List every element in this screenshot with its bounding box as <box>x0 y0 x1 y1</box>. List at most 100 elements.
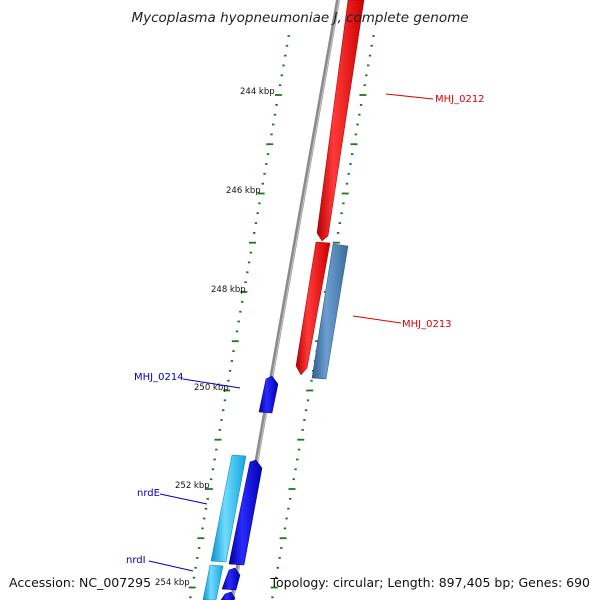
inner-scale-minor-tick <box>282 64 285 67</box>
inner-scale-major-tick <box>231 340 239 343</box>
outer-scale-minor-tick <box>342 202 345 205</box>
outer-scale-major-tick <box>359 94 367 96</box>
gene-mhj0213[interactable] <box>311 243 349 380</box>
label-mhj0212[interactable]: MHJ_0212 <box>435 94 485 105</box>
inner-scale-minor-tick <box>228 369 232 372</box>
outer-scale-minor-tick <box>347 172 350 175</box>
outer-scale-minor-tick <box>287 507 290 510</box>
inner-scale-minor-tick <box>270 133 273 136</box>
inner-scale-minor-tick <box>278 84 282 87</box>
inner-scale-minor-tick <box>203 517 206 520</box>
accession-text: Accession: NC_007295 <box>9 575 152 590</box>
leader-mhj0213 <box>352 315 402 324</box>
inner-scale-minor-tick <box>194 566 197 569</box>
outer-scale-minor-tick <box>306 399 310 402</box>
inner-scale-major-tick <box>205 488 213 490</box>
label-nrde[interactable]: nrdE <box>137 488 160 499</box>
inner-scale-minor-tick <box>211 468 215 471</box>
gene-next-blue[interactable] <box>220 591 236 600</box>
gene-mhj0214[interactable] <box>258 375 279 414</box>
outer-scale-minor-tick <box>340 212 343 215</box>
outer-scale-minor-tick <box>336 232 340 234</box>
gene-nrdi[interactable] <box>221 567 241 591</box>
outer-scale-minor-tick <box>280 547 283 549</box>
outer-scale-minor-tick <box>367 64 370 67</box>
inner-scale-major-tick <box>266 143 274 146</box>
outer-scale-minor-tick <box>285 517 288 520</box>
gene-nrde-cyan[interactable] <box>210 454 247 563</box>
inner-scale-minor-tick <box>196 557 199 559</box>
outer-scale-minor-tick <box>283 527 287 530</box>
inner-scale-minor-tick <box>232 350 235 352</box>
inner-scale-major-tick <box>249 241 256 244</box>
label-mhj0214[interactable]: MHJ_0214 <box>134 372 184 383</box>
outer-scale-minor-tick <box>274 576 278 579</box>
outer-scale-major-tick <box>279 537 287 540</box>
inner-scale-minor-tick <box>265 163 268 165</box>
scale-label-248: 248 kbp <box>211 285 246 295</box>
inner-scale-minor-tick <box>256 212 259 215</box>
outer-scale-major-tick <box>306 389 314 392</box>
label-nrdi[interactable]: nrdI <box>126 555 146 566</box>
label-mhj0213[interactable]: MHJ_0213 <box>402 319 452 330</box>
outer-scale-major-tick <box>350 143 358 146</box>
inner-scale-major-tick <box>197 537 205 540</box>
scale-label-246: 246 kbp <box>226 186 261 196</box>
gene-nrde[interactable] <box>228 459 263 566</box>
inner-scale-minor-tick <box>209 478 213 481</box>
outer-scale-major-tick <box>270 586 278 589</box>
outer-scale-major-tick <box>341 192 349 195</box>
inner-scale-minor-tick <box>204 507 208 510</box>
outer-scale-minor-tick <box>354 133 357 136</box>
inner-scale-minor-tick <box>287 35 290 37</box>
inner-scale-minor-tick <box>275 104 278 106</box>
scale-ticks-inner <box>188 35 290 599</box>
inner-scale-minor-tick <box>197 547 201 549</box>
inner-scale-minor-tick <box>201 527 204 530</box>
inner-scale-minor-tick <box>213 458 216 461</box>
outer-scale-minor-tick <box>276 566 279 569</box>
inner-scale-major-tick <box>223 389 231 392</box>
inner-scale-minor-tick <box>253 232 256 234</box>
scale-label-252: 252 kbp <box>175 481 210 491</box>
inner-scale-minor-tick <box>237 320 240 323</box>
outer-scale-minor-tick <box>303 419 306 421</box>
inner-scale-minor-tick <box>215 448 218 451</box>
outer-scale-minor-tick <box>372 35 375 37</box>
gene-nrdi-cyan[interactable] <box>202 564 224 600</box>
inner-scale-major-tick <box>214 438 222 441</box>
inner-scale-minor-tick <box>220 419 223 421</box>
gene-mhj0212[interactable] <box>316 0 365 242</box>
inner-scale-minor-tick <box>284 54 287 57</box>
outer-scale-minor-tick <box>304 409 308 412</box>
inner-scale-minor-tick <box>227 379 230 382</box>
outer-scale-minor-tick <box>363 84 366 87</box>
inner-scale-minor-tick <box>206 497 209 500</box>
inner-scale-minor-tick <box>247 261 251 264</box>
inner-scale-minor-tick <box>273 113 277 116</box>
inner-scale-major-tick <box>240 291 248 293</box>
inner-scale-minor-tick <box>249 251 252 254</box>
outer-scale-minor-tick <box>368 54 372 57</box>
inner-scale-minor-tick <box>192 576 196 579</box>
scale-label-250: 250 kbp <box>194 383 229 393</box>
inner-scale-minor-tick <box>266 153 270 155</box>
inner-scale-minor-tick <box>261 182 264 185</box>
outer-scale-minor-tick <box>296 458 299 461</box>
gene-mhj0212-part2[interactable] <box>295 241 331 376</box>
inner-scale-minor-tick <box>258 202 261 205</box>
outer-scale-minor-tick <box>301 429 304 431</box>
inner-scale-minor-tick <box>230 360 233 362</box>
inner-scale-major-tick <box>274 94 282 96</box>
outer-scale-minor-tick <box>358 113 361 116</box>
inner-scale-minor-tick <box>223 399 227 402</box>
inner-scale-minor-tick <box>241 300 244 303</box>
outer-scale-minor-tick <box>356 123 359 126</box>
outer-scale-minor-tick <box>359 104 363 106</box>
outer-scale-minor-tick <box>345 182 349 185</box>
outer-scale-major-tick <box>332 241 340 244</box>
outer-scale-minor-tick <box>370 44 373 47</box>
outer-scale-minor-tick <box>365 74 368 77</box>
leader-mhj0212 <box>385 93 434 100</box>
